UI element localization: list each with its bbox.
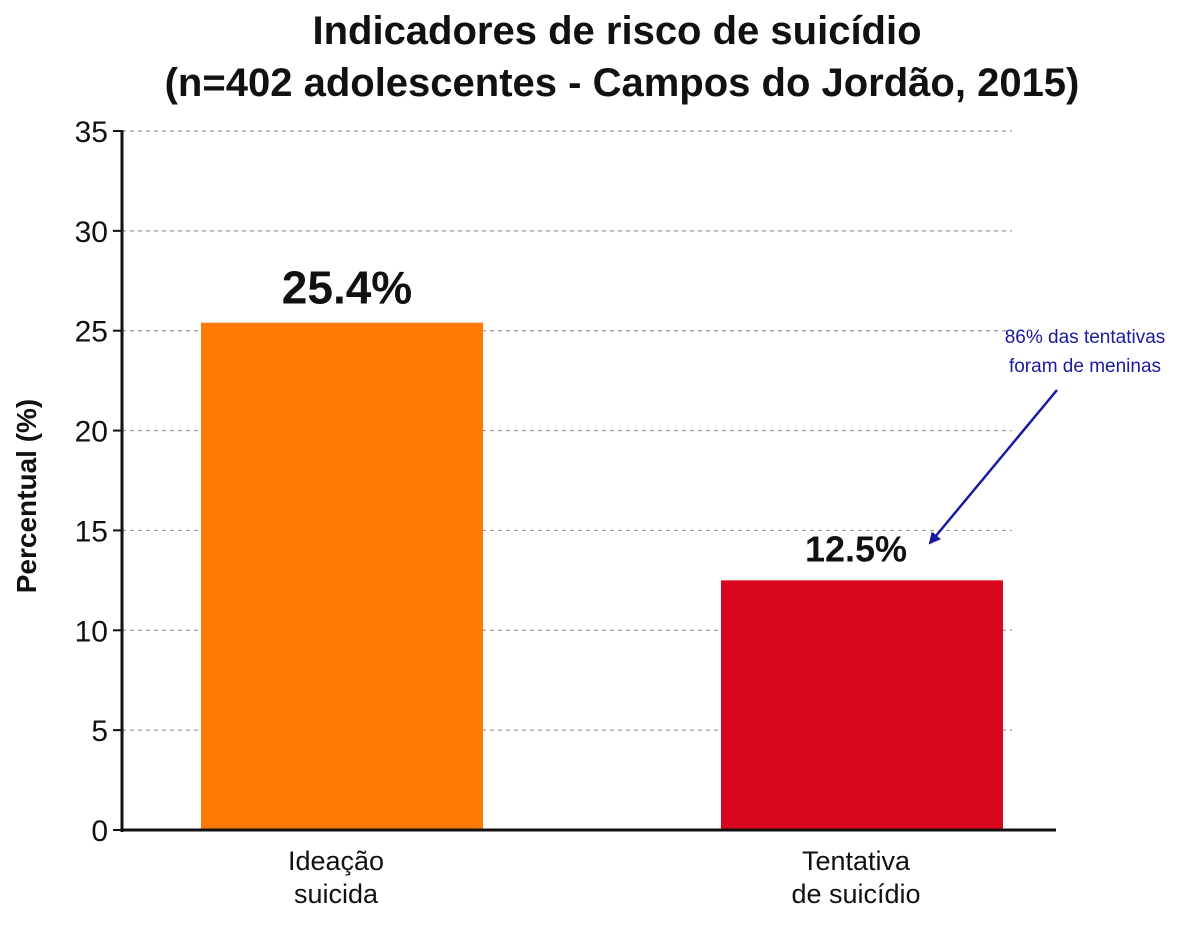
y-tick-label: 30 — [75, 216, 108, 249]
y-axis-label: Percentual (%) — [11, 399, 42, 594]
category-label-line: Tentativa — [802, 846, 911, 876]
y-tick-label: 15 — [75, 515, 108, 548]
chart-title-line-2: (n=402 adolescentes - Campos do Jordão, … — [165, 61, 1080, 105]
y-tick-label: 20 — [75, 416, 108, 449]
category-label-line: Ideação — [288, 846, 384, 876]
category-label-line: de suicídio — [791, 879, 920, 909]
value-labels: 25.4% 12.5% — [282, 262, 907, 570]
y-tick-label: 25 — [75, 316, 108, 349]
y-tick-label: 5 — [91, 715, 108, 748]
bars — [201, 322, 1003, 830]
bar-ideacao-suicida — [201, 322, 483, 830]
bar-value-label: 12.5% — [805, 528, 907, 569]
bar-value-label: 25.4% — [282, 262, 412, 314]
annotation-text-line-1: 86% das tentativas — [1005, 327, 1166, 348]
bar-tentativa-de-suicidio — [721, 580, 1003, 830]
chart-title-line-1: Indicadores de risco de suicídio — [312, 9, 921, 53]
category-label-line: suicida — [294, 879, 379, 909]
y-tick-label: 35 — [75, 116, 108, 149]
y-axis-ticks: 0 5 10 15 20 25 30 35 — [75, 116, 122, 848]
y-tick-label: 0 — [91, 815, 108, 848]
annotation: 86% das tentativas foram de meninas — [928, 327, 1166, 545]
y-tick-label: 10 — [75, 615, 108, 648]
annotation-text-line-2: foram de meninas — [1009, 356, 1161, 377]
annotation-arrow — [928, 389, 1058, 545]
